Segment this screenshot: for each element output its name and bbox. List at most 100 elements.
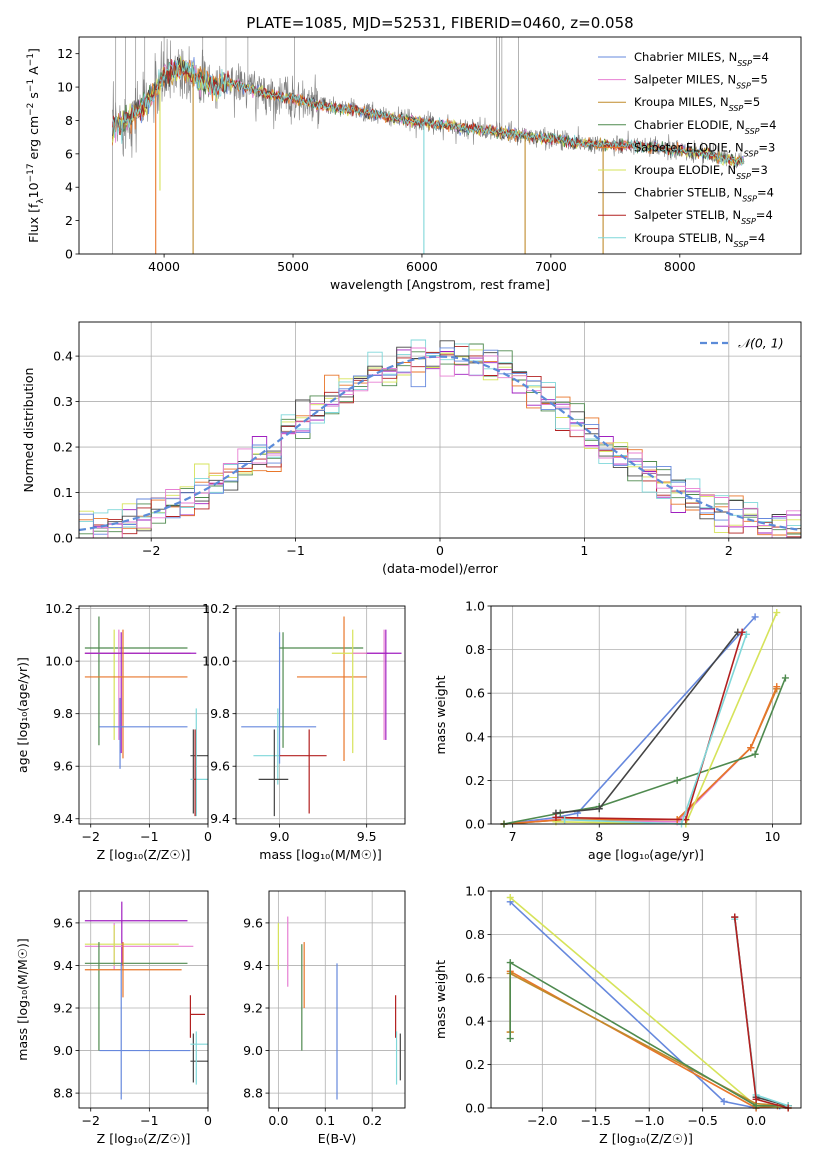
errorbar-point [84,632,197,754]
errorbar-point [84,629,188,759]
errorbar-point [84,925,179,966]
model-series-line [112,60,745,166]
x-tick-label: 7 [509,829,517,844]
y-tick-label: 10.2 [202,601,230,616]
x-tick-label: 6000 [406,259,438,274]
y-axis-label: Flux [fλ10−17 erg cm−2 s−1 A−1] [26,48,46,243]
x-tick-label: −2 [82,1113,100,1128]
legend-nssp-value: 3 [768,140,775,154]
x-tick-label: 8000 [664,259,696,274]
axes-age-vs-Z: −2 −1 0 9.4 9.6 9.8 10.0 10.2 Z [log₁₀(Z/Z☉)] age… [15,601,212,862]
legend-entry: Chabrier MILES, NSSP=4 [634,50,769,68]
legend-entry: Kroupa MILES, NSSP=5 [634,95,760,113]
y-tick-label: 9.6 [210,759,230,774]
axes-frame [235,605,406,825]
legend-nssp-value: 4 [762,50,769,64]
y-axis-label-part: A [26,66,41,79]
legend-nssp-eq: = [751,73,761,87]
legend-nssp-eq: = [757,186,767,200]
x-tick-label: 0 [204,1113,212,1128]
axes-residuals: −2 −1 0 1 2 0.0 0.1 0.2 0.3 0.4 (data-model)/error… [21,321,802,576]
weight-plot [500,609,789,828]
x-axis-label: mass [log₁₀(M/M☉)] [259,847,381,862]
axes-frame [78,321,802,539]
errorbar-plot [84,901,208,1100]
weight-marker [738,628,746,636]
legend-nssp-prefix: , N [713,95,729,109]
legend-series-name: Kroupa STELIB [634,231,718,245]
errorbar-point [190,1031,208,1085]
x-tick-label: 7000 [535,259,567,274]
spectrum-plot [112,37,745,254]
weight-marker [506,1035,514,1043]
x-tick-label: 4000 [148,259,180,274]
weight-series-line [555,631,743,821]
errorbar-point [253,708,280,785]
errorbar-point [241,632,317,764]
y-tick-label: 9.4 [210,811,230,826]
y-tick-label: 0 [65,247,73,262]
y-tick-label: 4 [65,180,73,195]
weight-series-line [564,634,748,825]
errorbar-point [84,629,191,740]
y-tick-label: 9.6 [53,915,73,930]
x-tick-label: 0.1 [315,1113,335,1128]
axes-frame [78,890,209,1109]
x-tick-label: −1 [140,1113,158,1128]
x-axis-label: wavelength [Angstrom, rest frame] [330,277,550,292]
axes-mass-weight-vs-age: 7 8 9 10 0.0 0.2 0.4 0.6 0.8 1.0 age [log₁₀(age/yr… [433,599,802,862]
weight-marker [561,816,569,824]
y-tick-label: 9.2 [243,1001,263,1016]
y-axis-label: Normed distribution [21,368,36,493]
legend-nssp-value: 4 [767,186,774,200]
y-tick-label: 10.0 [45,654,73,669]
weight-marker [595,805,603,813]
x-axis-label: Z [log₁₀(Z/Z☉)] [599,1131,693,1146]
model-series-line [112,56,745,168]
y-tick-label: 0.8 [465,642,485,657]
errorbar-point [84,942,182,998]
legend-series-name: Salpeter ELODIE [634,140,728,154]
x-axis-label: E(B-V) [318,1131,357,1146]
errorbar-point [193,729,197,817]
axes-frame [78,36,802,255]
normal-pdf-curve [79,355,801,532]
y-tick-label: 9.8 [53,706,73,721]
legend-nssp-value: 4 [765,208,772,222]
legend-entry: Salpeter MILES, NSSP=5 [634,73,768,91]
axes-mass-vs-ebv: 0.0 0.1 0.2 8.8 9.0 9.2 9.4 9.6 E(B-V) [243,890,406,1146]
legend-nssp-sub: SSP [744,149,759,158]
y-tick-label: 0.2 [465,1057,485,1072]
y-tick-label: 1.0 [465,884,485,899]
axes-frame [490,890,802,1109]
axes-frame [268,890,406,1109]
x-tick-label: 0.0 [268,1113,288,1128]
x-tick-label: 0 [436,543,444,558]
x-tick-label: 0.0 [746,1113,766,1128]
y-tick-label: 1.0 [465,599,485,614]
legend-series-name: Kroupa MILES [634,95,713,109]
legend-entry: Kroupa STELIB, NSSP=4 [634,231,765,249]
y-tick-label: 10 [57,80,73,95]
x-tick-label: 2 [725,543,733,558]
x-tick-label: −1 [286,543,304,558]
y-tick-label: 9.6 [243,915,263,930]
x-tick-label: 1 [580,543,588,558]
y-tick-label: 9.4 [53,958,73,973]
legend-nssp-sub: SSP [729,104,744,113]
y-tick-label: 8 [65,113,73,128]
legend-nssp-prefix: , N [718,231,734,245]
y-axis-label-part: −1 [26,79,36,92]
x-axis-label: Z [log₁₀(Z/Z☉)] [97,1131,191,1146]
legend-nssp-value: 4 [758,231,765,245]
x-tick-label: −2 [82,829,100,844]
y-tick-label: 9.6 [53,759,73,774]
legend-entry: Salpeter ELODIE, NSSP=3 [634,140,775,158]
y-axis-label-part: s [26,92,41,103]
x-tick-label: −1.0 [634,1113,664,1128]
legend-nssp-eq: = [758,140,768,154]
axes-age-vs-mass: 9.0 9.5 9.4 9.6 9.8 10.0 10.2 mass [log₁₀(M/M☉)… [202,601,406,862]
errorbar-point [84,629,191,740]
y-tick-label: 0.6 [465,686,485,701]
